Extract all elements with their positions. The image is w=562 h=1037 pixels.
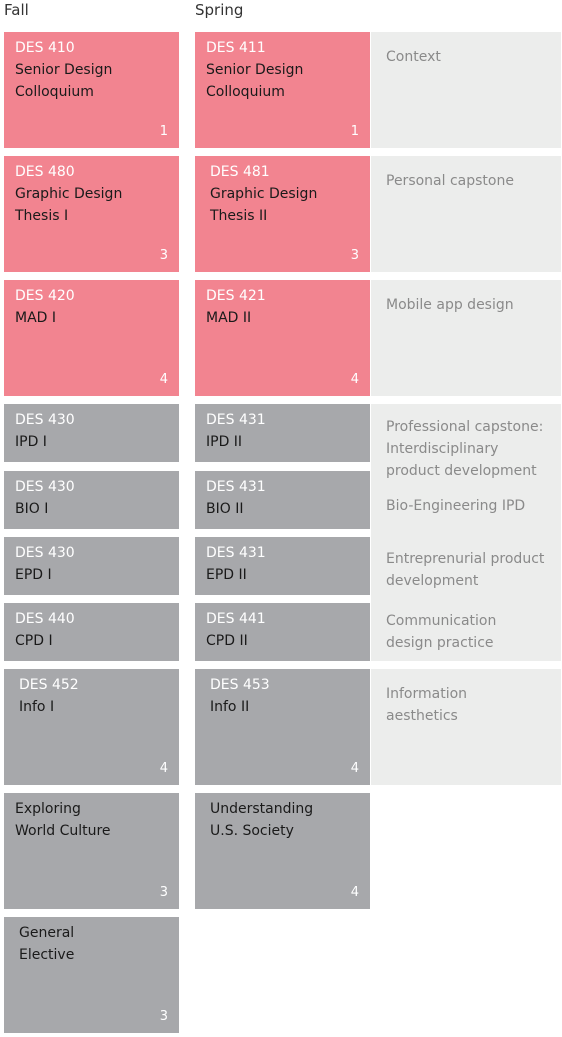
course-name: EPD II xyxy=(206,567,247,583)
course-name: CPD I xyxy=(15,633,53,649)
course-name: IPD II xyxy=(206,434,243,450)
course-card: Exploring World Culture 3 xyxy=(4,793,179,909)
course-name: Exploring World Culture xyxy=(15,801,111,839)
course-code: DES 430 xyxy=(15,479,75,495)
note-band xyxy=(371,280,561,396)
course-code: DES 430 xyxy=(15,545,75,561)
note-band xyxy=(371,32,561,148)
note-entrepreneurial: Entreprenurial product development xyxy=(386,551,545,589)
course-code: DES 430 xyxy=(15,412,75,428)
course-credits: 1 xyxy=(159,124,168,139)
course-card: DES 431 EPD II xyxy=(195,537,370,595)
note-information-aesthetics: Information aesthetics xyxy=(386,686,468,724)
course-card: Understanding U.S. Society 4 xyxy=(195,793,370,909)
course-card: DES 453 Info II 4 xyxy=(195,669,370,785)
course-code: DES 452 xyxy=(19,677,79,693)
course-code: DES 411 xyxy=(206,40,266,56)
course-name: EPD I xyxy=(15,567,52,583)
fall-header: Fall xyxy=(4,1,29,19)
course-code: DES 440 xyxy=(15,611,75,627)
note-communication-design: Communication design practice xyxy=(386,613,497,651)
course-name: Info I xyxy=(19,699,55,715)
course-name: Graphic Design Thesis II xyxy=(210,186,318,224)
course-card: DES 480 Graphic Design Thesis I 3 xyxy=(4,156,179,272)
course-card: DES 431 BIO II xyxy=(195,471,370,529)
course-code: DES 431 xyxy=(206,545,266,561)
course-name: Info II xyxy=(210,699,250,715)
course-card: DES 430 IPD I xyxy=(4,404,179,462)
course-credits: 3 xyxy=(350,248,359,263)
course-name: BIO II xyxy=(206,501,244,517)
course-credits: 4 xyxy=(350,885,359,900)
course-name: IPD I xyxy=(15,434,47,450)
course-card: DES 430 BIO I xyxy=(4,471,179,529)
course-card: DES 481 Graphic Design Thesis II 3 xyxy=(195,156,370,272)
note-professional-capstone: Professional capstone: Interdisciplinary… xyxy=(386,419,544,479)
course-credits: 4 xyxy=(159,761,168,776)
note-band xyxy=(371,404,561,661)
note-band xyxy=(371,669,561,785)
course-code: DES 481 xyxy=(210,164,270,180)
course-credits: 4 xyxy=(159,372,168,387)
course-name: BIO I xyxy=(15,501,49,517)
course-card: DES 440 CPD I xyxy=(4,603,179,661)
course-code: DES 480 xyxy=(15,164,75,180)
course-card: DES 430 EPD I xyxy=(4,537,179,595)
course-name: Understanding U.S. Society xyxy=(210,801,314,839)
course-code: DES 431 xyxy=(206,412,266,428)
course-card: DES 421 MAD II 4 xyxy=(195,280,370,396)
note-context: Context xyxy=(386,49,441,65)
course-name: CPD II xyxy=(206,633,248,649)
course-code: DES 441 xyxy=(206,611,266,627)
course-card: DES 410 Senior Design Colloquium 1 xyxy=(4,32,179,148)
course-credits: 1 xyxy=(350,124,359,139)
course-name: Graphic Design Thesis I xyxy=(15,186,123,224)
course-name: MAD II xyxy=(206,310,252,326)
note-mobile-app-design: Mobile app design xyxy=(386,297,514,313)
course-code: DES 421 xyxy=(206,288,266,304)
course-code: DES 420 xyxy=(15,288,75,304)
course-credits: 3 xyxy=(159,885,168,900)
course-card: General Elective 3 xyxy=(4,917,179,1033)
course-credits: 4 xyxy=(350,372,359,387)
course-credits: 3 xyxy=(159,1009,168,1024)
course-name: Senior Design Colloquium xyxy=(206,62,304,100)
course-name: MAD I xyxy=(15,310,57,326)
spring-header: Spring xyxy=(195,1,244,19)
course-card: DES 441 CPD II xyxy=(195,603,370,661)
note-bio-engineering: Bio-Engineering IPD xyxy=(386,498,526,514)
course-name: Senior Design Colloquium xyxy=(15,62,113,100)
course-code: DES 431 xyxy=(206,479,266,495)
course-card: DES 452 Info I 4 xyxy=(4,669,179,785)
course-code: DES 410 xyxy=(15,40,75,56)
course-name: General Elective xyxy=(19,925,75,963)
note-band xyxy=(371,156,561,272)
course-card: DES 411 Senior Design Colloquium 1 xyxy=(195,32,370,148)
course-code: DES 453 xyxy=(210,677,270,693)
course-credits: 4 xyxy=(350,761,359,776)
course-card: DES 431 IPD II xyxy=(195,404,370,462)
course-credits: 3 xyxy=(159,248,168,263)
course-card: DES 420 MAD I 4 xyxy=(4,280,179,396)
note-personal-capstone: Personal capstone xyxy=(386,173,514,189)
